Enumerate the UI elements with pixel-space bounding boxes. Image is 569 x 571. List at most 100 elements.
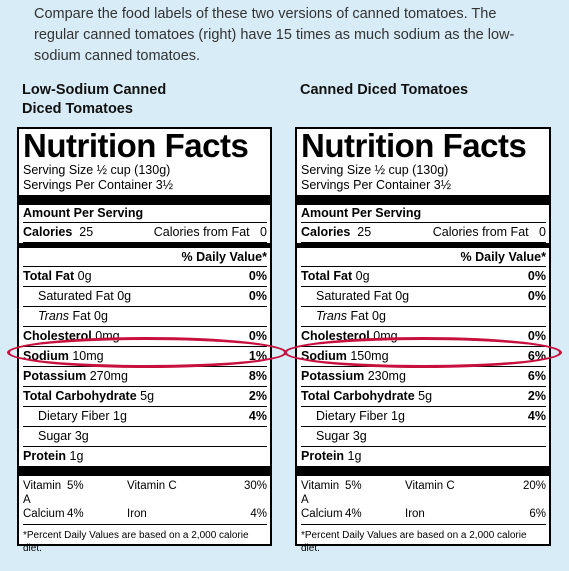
trans-fat-label: Trans xyxy=(316,309,348,323)
sodium-value: 150mg xyxy=(350,349,389,363)
total-fat-label: Total Fat xyxy=(23,269,75,283)
nutrition-facts-title: Nutrition Facts xyxy=(23,127,249,164)
fiber-value: 1g xyxy=(391,409,405,423)
total-fat-row: Total Fat 0g 0% xyxy=(301,267,546,287)
calcium-label: Calcium xyxy=(301,508,343,520)
nutrition-label-low-sodium: Nutrition Facts Serving Size ½ cup (130g… xyxy=(17,127,272,554)
calories-from-fat-value: 0 xyxy=(260,225,267,239)
total-carb-dv: 2% xyxy=(248,389,267,403)
saturated-fat-dv: 0% xyxy=(248,289,267,303)
daily-value-header: % Daily Value* xyxy=(301,248,546,267)
total-fat-dv: 0% xyxy=(527,269,546,283)
calories-label: Calories xyxy=(301,225,351,239)
calcium-label: Calcium xyxy=(23,508,65,520)
divider-thick xyxy=(19,195,270,205)
calories-from-fat-label: Calories from Fat xyxy=(432,225,529,239)
iron-value: 4% xyxy=(250,508,267,520)
protein-label: Protein xyxy=(23,449,67,463)
calories-row: Calories 25 Calories from Fat 0 xyxy=(301,222,546,243)
vitamin-a-value: 5% xyxy=(345,480,362,492)
nutrition-facts-title: Nutrition Facts xyxy=(301,127,527,164)
vitamins-grid: Vitamin A 5% Vitamin C 30% Calcium 4% Ir… xyxy=(23,476,267,521)
vitamin-c-value: 30% xyxy=(243,480,267,492)
amount-per-serving: Amount Per Serving xyxy=(301,206,422,220)
potassium-label: Potassium xyxy=(301,369,365,383)
total-fat-value: 0g xyxy=(77,269,92,283)
sodium-row: Sodium 150mg 6% xyxy=(301,347,546,367)
vitamin-a-label: Vitamin A xyxy=(301,480,340,506)
fiber-row: Dietary Fiber 1g 4% xyxy=(23,407,267,427)
potassium-dv: 6% xyxy=(527,369,546,383)
total-fat-value: 0g xyxy=(355,269,370,283)
protein-row: Protein 1g xyxy=(301,447,546,466)
trans-fat-label: Trans xyxy=(38,309,70,323)
cholesterol-dv: 0% xyxy=(527,329,546,343)
trans-fat-value: Fat 0g xyxy=(69,309,108,323)
cholesterol-value: 0mg xyxy=(95,329,120,343)
total-carb-value: 5g xyxy=(418,389,433,403)
sugar-row: Sugar 3g xyxy=(301,427,546,447)
total-carb-row: Total Carbohydrate 5g 2% xyxy=(23,387,267,407)
protein-label: Protein xyxy=(301,449,345,463)
intro-text: Compare the food labels of these two ver… xyxy=(34,6,515,64)
serving-size: Serving Size ½ cup (130g) xyxy=(301,163,449,177)
fiber-value: 1g xyxy=(113,409,127,423)
potassium-label: Potassium xyxy=(23,369,87,383)
sodium-dv: 6% xyxy=(527,349,546,363)
sodium-dv: 1% xyxy=(248,349,267,363)
iron-value: 6% xyxy=(529,508,546,520)
fiber-label: Dietary Fiber xyxy=(38,409,110,423)
saturated-fat-label: Saturated Fat xyxy=(316,289,392,303)
protein-value: 1g xyxy=(69,449,84,463)
fiber-dv: 4% xyxy=(248,409,267,423)
vitamin-c-label: Vitamin C xyxy=(405,480,455,492)
calories-from-fat-value: 0 xyxy=(539,225,546,239)
total-fat-label: Total Fat xyxy=(301,269,353,283)
footnote: *Percent Daily Values are based on a 2,0… xyxy=(301,524,546,555)
sugar-value: 3g xyxy=(74,429,89,443)
fiber-row: Dietary Fiber 1g 4% xyxy=(301,407,546,427)
potassium-value: 230mg xyxy=(367,369,406,383)
calories-label: Calories xyxy=(23,225,73,239)
vitamin-c-value: 20% xyxy=(522,480,546,492)
calories-value: 25 xyxy=(357,225,372,239)
sodium-label: Sodium xyxy=(301,349,347,363)
divider-thick-bottom xyxy=(297,466,549,476)
cholesterol-label: Cholesterol xyxy=(301,329,370,343)
cholesterol-row: Cholesterol 0mg 0% xyxy=(301,327,546,347)
saturated-fat-label: Saturated Fat xyxy=(38,289,114,303)
calcium-value: 4% xyxy=(345,508,362,520)
saturated-fat-dv: 0% xyxy=(527,289,546,303)
iron-label: Iron xyxy=(127,508,147,520)
footnote: *Percent Daily Values are based on a 2,0… xyxy=(23,524,267,555)
sugar-label: Sugar xyxy=(316,429,350,443)
protein-value: 1g xyxy=(347,449,362,463)
cholesterol-label: Cholesterol xyxy=(23,329,92,343)
calcium-value: 4% xyxy=(67,508,84,520)
vitamin-a-label: Vitamin A xyxy=(23,480,62,506)
divider-thick xyxy=(297,195,549,205)
sugar-label: Sugar xyxy=(38,429,72,443)
calories-from-fat-label: Calories from Fat xyxy=(153,225,250,239)
total-fat-dv: 0% xyxy=(248,269,267,283)
total-carb-value: 5g xyxy=(140,389,155,403)
potassium-row: Potassium 230mg 6% xyxy=(301,367,546,387)
vitamin-a-value: 5% xyxy=(67,480,84,492)
trans-fat-row: Trans Fat 0g xyxy=(23,307,267,327)
right-label-title: Canned Diced Tomatoes xyxy=(300,82,469,98)
saturated-fat-row: Saturated Fat 0g 0% xyxy=(23,287,267,307)
potassium-dv: 8% xyxy=(248,369,267,383)
trans-fat-value: Fat 0g xyxy=(347,309,386,323)
calories-row: Calories 25 Calories from Fat 0 xyxy=(23,222,267,243)
saturated-fat-value: 0g xyxy=(117,289,132,303)
serving-size: Serving Size ½ cup (130g) xyxy=(23,163,171,177)
sugar-row: Sugar 3g xyxy=(23,427,267,447)
divider-thick-bottom xyxy=(19,466,270,476)
total-carb-label: Total Carbohydrate xyxy=(23,389,137,403)
potassium-value: 270mg xyxy=(89,369,128,383)
amount-per-serving: Amount Per Serving xyxy=(23,206,144,220)
fiber-dv: 4% xyxy=(527,409,546,423)
iron-label: Iron xyxy=(405,508,425,520)
daily-value-header: % Daily Value* xyxy=(23,248,267,267)
